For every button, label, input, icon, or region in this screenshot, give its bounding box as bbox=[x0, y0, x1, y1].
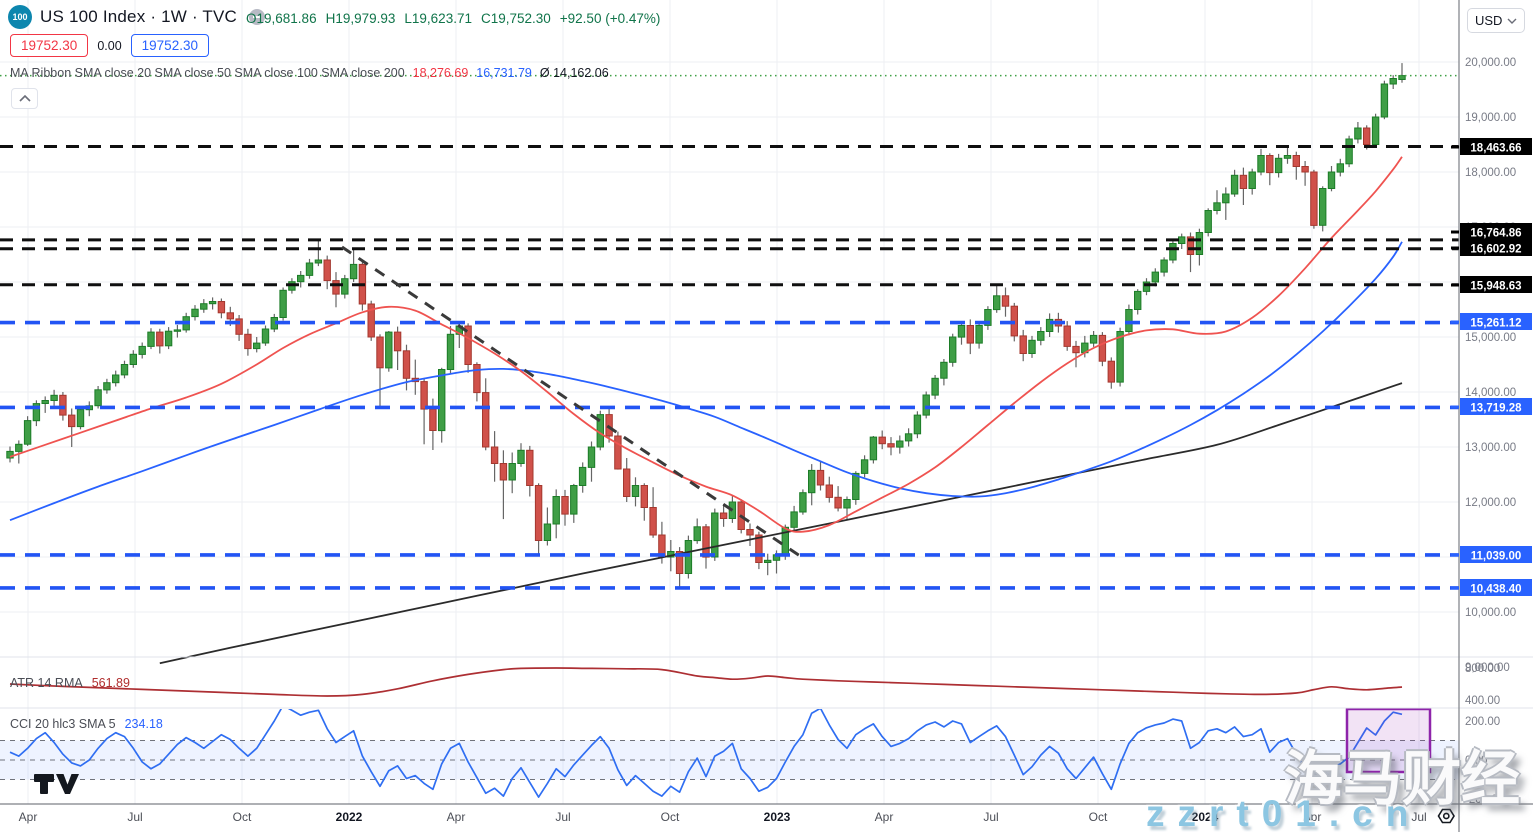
ma-ribbon-legend: MA Ribbon SMA close 20 SMA close 50 SMA … bbox=[10, 66, 609, 80]
svg-text:16,764.86: 16,764.86 bbox=[1470, 228, 1521, 240]
time-axis[interactable]: Apr Jul Oct 2022 Apr Jul Oct 2023 Apr Jul Oct 2024 A… bbox=[19, 810, 1427, 824]
trade-buttons: 19752.30 0.00 19752.30 bbox=[10, 34, 209, 57]
svg-text:18,463.66: 18,463.66 bbox=[1470, 143, 1521, 155]
svg-text:11,039.00: 11,039.00 bbox=[1471, 551, 1522, 563]
support-resistance-lines[interactable] bbox=[0, 145, 1459, 590]
cci-legend: CCI 20 hlc3 SMA 5 234.18 bbox=[10, 717, 163, 731]
ohlc-low: L19,623.71 bbox=[404, 11, 472, 26]
candles bbox=[6, 63, 1406, 588]
svg-text:Apr: Apr bbox=[19, 810, 38, 824]
chevron-down-icon bbox=[1507, 18, 1517, 24]
price-axis[interactable]: 20,000.0019,000.0018,000.0017,000.0016,0… bbox=[1465, 57, 1516, 806]
cci-value: 234.18 bbox=[124, 717, 163, 731]
cci-highlight-box[interactable] bbox=[1345, 707, 1432, 774]
symbol-title[interactable]: US 100 Index · 1W · TVC bbox=[40, 7, 238, 26]
svg-text:Jul: Jul bbox=[555, 810, 570, 824]
collapse-legend-icon[interactable] bbox=[249, 9, 266, 25]
buy-price-button[interactable]: 19752.30 bbox=[130, 34, 209, 57]
timezone-settings-gear-icon[interactable] bbox=[1437, 808, 1457, 829]
svg-text:400.00: 400.00 bbox=[1465, 695, 1500, 707]
sma20-line bbox=[9, 156, 1403, 533]
ohlc-close: C19,752.30 bbox=[480, 11, 551, 26]
svg-text:Apr: Apr bbox=[447, 810, 466, 824]
sma200-line bbox=[159, 382, 1403, 665]
grid-lines bbox=[0, 0, 1459, 804]
svg-text:15,261.12: 15,261.12 bbox=[1470, 318, 1521, 330]
svg-text:13,719.28: 13,719.28 bbox=[1470, 403, 1522, 415]
svg-text:Jul: Jul bbox=[983, 810, 998, 824]
svg-text:18,000.00: 18,000.00 bbox=[1465, 167, 1516, 179]
svg-text:15,948.63: 15,948.63 bbox=[1470, 281, 1521, 293]
svg-text:2022: 2022 bbox=[336, 810, 363, 824]
ohlc-change: +92.50 (+0.47%) bbox=[559, 11, 661, 26]
svg-text:Oct: Oct bbox=[661, 810, 680, 824]
svg-text:15,000.00: 15,000.00 bbox=[1465, 332, 1516, 344]
svg-text:10,438.40: 10,438.40 bbox=[1470, 584, 1521, 596]
svg-text:0.00: 0.00 bbox=[1465, 755, 1487, 767]
ma20-value: 18,276.69 bbox=[412, 66, 469, 80]
svg-text:2024: 2024 bbox=[1192, 810, 1219, 824]
atr-label: ATR 14 RMA bbox=[10, 676, 83, 690]
svg-text:Apr: Apr bbox=[1303, 810, 1322, 824]
sell-price-button[interactable]: 19752.30 bbox=[10, 34, 89, 57]
svg-text:Oct: Oct bbox=[233, 810, 252, 824]
tradingview-logo[interactable] bbox=[34, 771, 86, 802]
svg-text:20,000.00: 20,000.00 bbox=[1465, 57, 1516, 69]
svg-text:13,000.00: 13,000.00 bbox=[1465, 442, 1516, 454]
ohlc-readout: O19,681.86 H19,979.93 L19,623.71 C19,752… bbox=[246, 11, 660, 26]
currency-selector[interactable]: USD bbox=[1467, 8, 1525, 33]
svg-text:2023: 2023 bbox=[764, 810, 791, 824]
ma50-value: 16,731.79 bbox=[476, 66, 532, 80]
symbol-logo-icon: 100 bbox=[8, 5, 32, 29]
ma-ribbon-label: MA Ribbon SMA close 20 SMA close 50 SMA … bbox=[10, 66, 405, 80]
svg-text:200.00: 200.00 bbox=[1465, 716, 1500, 728]
svg-text:12,000.00: 12,000.00 bbox=[1465, 497, 1516, 509]
svg-text:9,000.00: 9,000.00 bbox=[1465, 662, 1510, 674]
trendline[interactable] bbox=[341, 245, 804, 560]
atr-legend: ATR 14 RMA 561.89 bbox=[10, 676, 130, 690]
chevron-up-icon bbox=[18, 94, 31, 102]
svg-text:-200.00: -200.00 bbox=[1465, 794, 1504, 806]
spread-value: 0.00 bbox=[97, 38, 122, 53]
atr-line bbox=[9, 667, 1403, 697]
svg-text:19,000.00: 19,000.00 bbox=[1465, 112, 1516, 124]
price-level-badges: 18,463.66 16,764.86 16,602.92 15,948.63 15,2… bbox=[1451, 138, 1532, 596]
svg-text:800.00: 800.00 bbox=[1465, 663, 1500, 675]
cci-label: CCI 20 hlc3 SMA 5 bbox=[10, 717, 116, 731]
cci-line bbox=[9, 709, 1403, 798]
ohlc-high: H19,979.93 bbox=[325, 11, 396, 26]
svg-text:16,602.92: 16,602.92 bbox=[1470, 244, 1521, 256]
atr-value: 561.89 bbox=[91, 676, 130, 690]
svg-text:10,000.00: 10,000.00 bbox=[1465, 607, 1516, 619]
legend-collapse-button[interactable] bbox=[11, 88, 38, 109]
currency-label: USD bbox=[1475, 13, 1503, 28]
tradingview-logo-icon bbox=[34, 774, 79, 794]
svg-text:Oct: Oct bbox=[1089, 810, 1108, 824]
ma-ribbon-lines bbox=[9, 156, 1403, 665]
sma50-line bbox=[9, 241, 1403, 522]
ohlc-open: O19,681.86 bbox=[246, 11, 317, 26]
svg-text:Jul: Jul bbox=[1411, 810, 1426, 824]
symbol-header: 100 US 100 Index · 1W · TVC bbox=[8, 5, 266, 29]
svg-text:Apr: Apr bbox=[875, 810, 894, 824]
svg-text:Jul: Jul bbox=[127, 810, 142, 824]
svg-text:14,000.00: 14,000.00 bbox=[1465, 387, 1516, 399]
ma200-value: Ø 14,162.06 bbox=[539, 66, 609, 80]
